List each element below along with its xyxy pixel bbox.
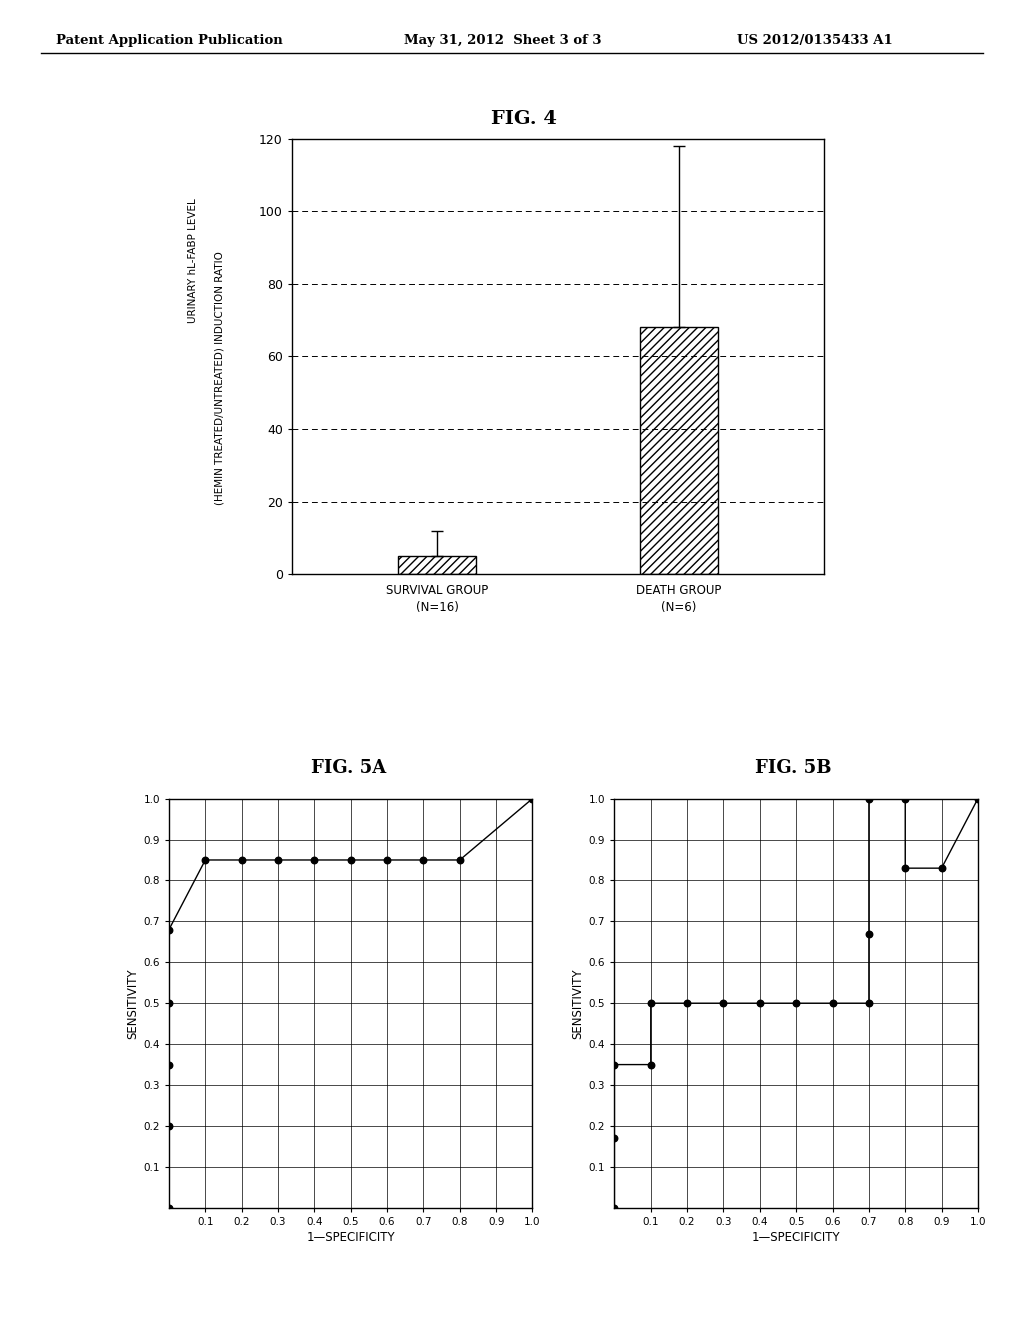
Point [452, 850, 468, 871]
Point [161, 1115, 177, 1137]
Point [934, 858, 950, 879]
Point [306, 850, 323, 871]
Point [161, 1197, 177, 1218]
X-axis label: 1—SPECIFICITY: 1—SPECIFICITY [752, 1232, 841, 1243]
Point [860, 788, 877, 809]
Bar [398, 556, 476, 574]
Bar [640, 327, 718, 574]
Point [788, 993, 805, 1014]
Point [679, 993, 695, 1014]
Point [643, 1053, 659, 1074]
Text: FIG. 4: FIG. 4 [492, 110, 557, 128]
Text: URINARY hL-FABP LEVEL: URINARY hL-FABP LEVEL [188, 198, 199, 323]
Point [161, 1053, 177, 1074]
Text: FIG. 5A: FIG. 5A [310, 759, 386, 777]
Point [824, 993, 841, 1014]
Text: (HEMIN TREATED/UNTREATED) INDUCTION RATIO: (HEMIN TREATED/UNTREATED) INDUCTION RATI… [215, 251, 225, 506]
Point [416, 850, 432, 871]
Text: Patent Application Publication: Patent Application Publication [56, 34, 283, 48]
Point [161, 993, 177, 1014]
Point [970, 788, 986, 809]
Point [270, 850, 287, 871]
Point [860, 993, 877, 1014]
Text: May 31, 2012  Sheet 3 of 3: May 31, 2012 Sheet 3 of 3 [404, 34, 602, 48]
Point [897, 788, 913, 809]
Point [161, 919, 177, 940]
Y-axis label: SENSITIVITY: SENSITIVITY [126, 968, 139, 1039]
Point [897, 858, 913, 879]
Y-axis label: SENSITIVITY: SENSITIVITY [571, 968, 585, 1039]
Point [606, 1127, 623, 1148]
Point [606, 1053, 623, 1074]
Point [197, 850, 214, 871]
Point [860, 923, 877, 944]
Point [606, 1197, 623, 1218]
Text: FIG. 5B: FIG. 5B [756, 759, 831, 777]
X-axis label: 1—SPECIFICITY: 1—SPECIFICITY [306, 1232, 395, 1243]
Point [379, 850, 395, 871]
Text: US 2012/0135433 A1: US 2012/0135433 A1 [737, 34, 893, 48]
Point [752, 993, 768, 1014]
Point [524, 788, 541, 809]
Point [715, 993, 731, 1014]
Point [233, 850, 250, 871]
Point [342, 850, 359, 871]
Point [643, 993, 659, 1014]
